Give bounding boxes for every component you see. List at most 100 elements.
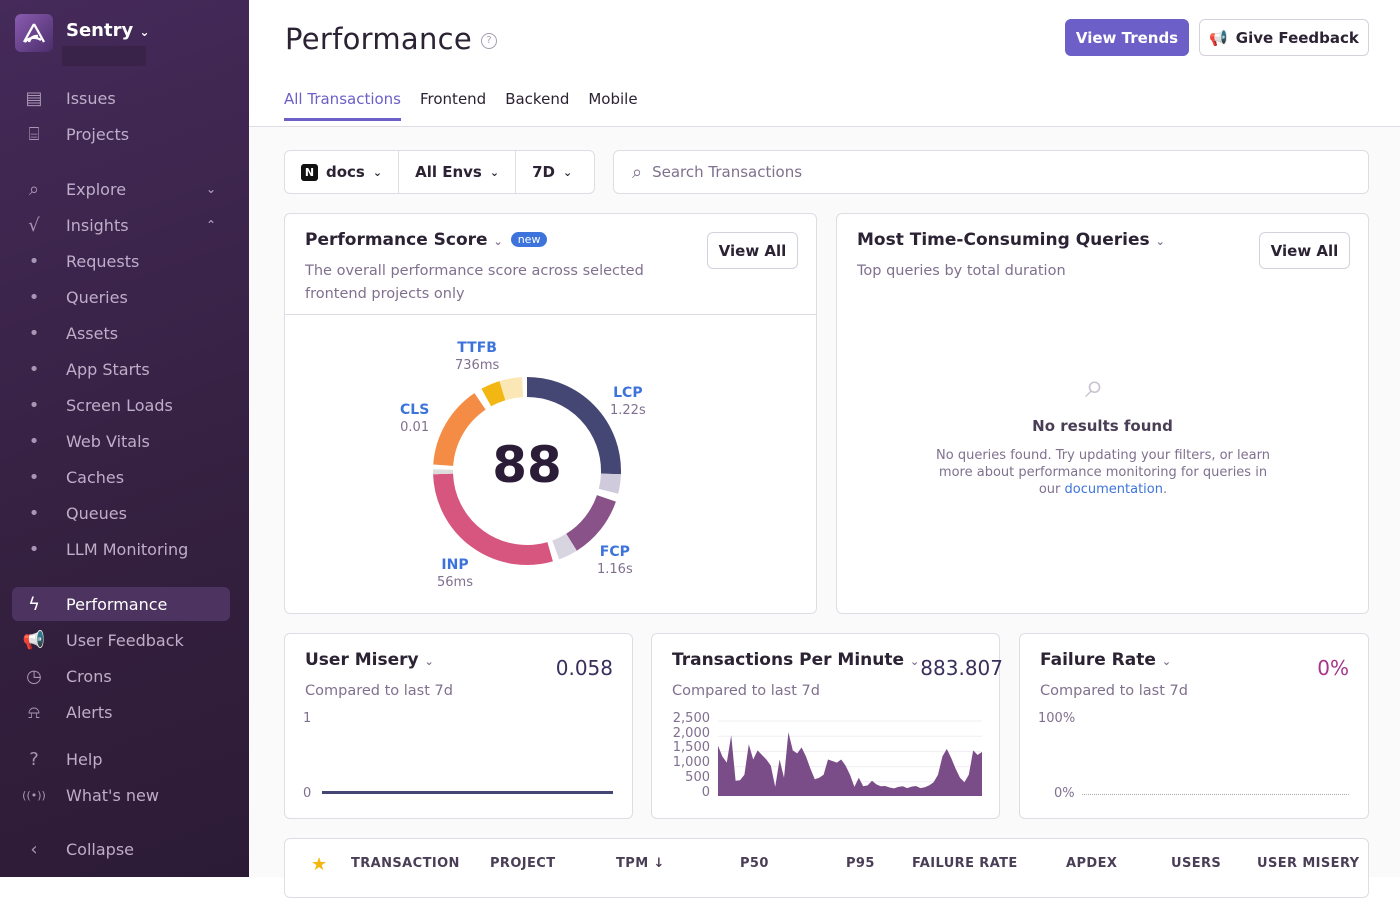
page-title: Performance xyxy=(285,22,472,56)
sidebar-item-alerts[interactable]: ⍾Alerts xyxy=(12,695,230,729)
column-header-failure-rate[interactable]: FAILURE RATE xyxy=(912,856,1018,871)
sidebar-item-web-vitals[interactable]: •Web Vitals xyxy=(12,424,230,458)
sentry-logo[interactable] xyxy=(15,14,53,52)
chevron-down-icon: ⌄ xyxy=(910,655,919,668)
fcp-remainder[interactable] xyxy=(556,542,572,550)
sidebar-item-insights[interactable]: √Insights⌃ xyxy=(12,208,230,242)
sidebar-item-collapse[interactable]: ‹Collapse xyxy=(12,832,230,866)
tpm-chart xyxy=(718,720,982,796)
view-all-button[interactable]: View All xyxy=(1259,232,1350,269)
insights-icon: √ xyxy=(12,215,56,236)
column-header-p95[interactable]: P95 xyxy=(846,856,875,871)
column-label: P50 xyxy=(740,856,769,871)
nextjs-icon: N xyxy=(301,164,318,181)
ttfb-segment[interactable] xyxy=(486,391,502,398)
broadcast-icon: ((•)) xyxy=(12,789,56,802)
sidebar-item-projects[interactable]: ⌸Projects xyxy=(12,117,230,151)
column-header-transaction[interactable]: TRANSACTION xyxy=(351,856,460,871)
sidebar-item-queues[interactable]: •Queues xyxy=(12,496,230,530)
failure-rate-title[interactable]: Failure Rate ⌄ xyxy=(1040,650,1171,670)
sidebar-item-issues[interactable]: ▤Issues xyxy=(12,81,230,115)
column-header-p50[interactable]: P50 xyxy=(740,856,769,871)
sidebar-item-llm-monitoring[interactable]: •LLM Monitoring xyxy=(12,532,230,566)
divider xyxy=(285,314,816,315)
megaphone-icon: 📢 xyxy=(1209,29,1228,47)
tpm-title[interactable]: Transactions Per Minute ⌄ xyxy=(672,650,919,670)
sidebar-item-label: Crons xyxy=(66,667,112,686)
new-badge: new xyxy=(511,232,548,247)
user-misery-title[interactable]: User Misery ⌄ xyxy=(305,650,434,670)
column-label: PROJECT xyxy=(490,856,556,871)
environment-selector[interactable]: All Envs⌄ xyxy=(399,151,516,193)
sidebar-item-requests[interactable]: •Requests xyxy=(12,244,230,278)
view-trends-button[interactable]: View Trends xyxy=(1065,19,1189,56)
column-header-user-misery[interactable]: USER MISERY xyxy=(1257,856,1359,871)
fcp-segment[interactable] xyxy=(572,498,607,542)
sidebar-item-screen-loads[interactable]: •Screen Loads xyxy=(12,388,230,422)
main: Performance ? View Trends 📢 Give Feedback… xyxy=(249,0,1400,877)
tab-mobile[interactable]: Mobile xyxy=(588,90,637,121)
chevron-icon[interactable]: ⌃ xyxy=(206,218,216,232)
compare-label: Compared to last 7d xyxy=(672,680,820,703)
bullet-icon: • xyxy=(12,467,56,488)
queries-title[interactable]: Most Time-Consuming Queries ⌄ xyxy=(857,230,1165,250)
queries-card: Most Time-Consuming Queries ⌄ Top querie… xyxy=(836,213,1369,614)
sidebar-item-crons[interactable]: ◷Crons xyxy=(12,659,230,693)
date-selector[interactable]: 7D⌄ xyxy=(516,151,588,193)
org-switcher[interactable]: Sentry ⌄ xyxy=(66,20,150,41)
period-label: 7D xyxy=(532,163,555,181)
column-header-tpm[interactable]: TPM ↓ xyxy=(616,856,665,871)
sort-desc-icon: ↓ xyxy=(653,856,664,871)
give-feedback-label: Give Feedback xyxy=(1236,29,1359,47)
siren-icon: ⍾ xyxy=(12,702,56,723)
sidebar-item-what-s-new[interactable]: ((•))What's new xyxy=(12,778,230,812)
empty-search-icon: ⌕ xyxy=(1085,366,1104,406)
tab-frontend[interactable]: Frontend xyxy=(420,90,486,121)
perf-score-title[interactable]: Performance Score ⌄new xyxy=(305,230,547,250)
org-subtitle-redacted xyxy=(62,46,146,66)
metric-name: TTFB xyxy=(457,340,497,356)
documentation-link[interactable]: documentation xyxy=(1065,482,1163,497)
sidebar-item-help[interactable]: ? Help xyxy=(12,742,230,776)
column-header-users[interactable]: USERS xyxy=(1171,856,1221,871)
search-input[interactable]: ⌕Search Transactions xyxy=(613,150,1369,194)
help-icon[interactable]: ? xyxy=(481,33,497,49)
bullet-icon: • xyxy=(12,323,56,344)
y-tick: 1,000 xyxy=(658,756,710,771)
tab-backend[interactable]: Backend xyxy=(505,90,569,121)
give-feedback-button[interactable]: 📢 Give Feedback xyxy=(1199,19,1369,56)
column-header-apdex[interactable]: APDEX xyxy=(1066,856,1117,871)
chevron-icon[interactable]: ⌄ xyxy=(206,182,216,196)
sidebar-item-queries[interactable]: •Queries xyxy=(12,280,230,314)
sidebar-item-assets[interactable]: •Assets xyxy=(12,316,230,350)
tab-all-transactions[interactable]: All Transactions xyxy=(284,90,401,121)
question-icon: ? xyxy=(12,749,56,770)
ttfb-remainder[interactable] xyxy=(502,387,522,391)
metric-name: INP xyxy=(441,557,468,573)
column-label: USER MISERY xyxy=(1257,856,1359,871)
column-header-project[interactable]: PROJECT xyxy=(490,856,556,871)
sidebar-item-app-starts[interactable]: •App Starts xyxy=(12,352,230,386)
perf-score-title-text: Performance Score xyxy=(305,230,488,250)
sidebar-item-label: Help xyxy=(66,750,102,769)
sidebar-item-caches[interactable]: • Caches xyxy=(12,460,230,494)
star-icon[interactable]: ★ xyxy=(311,854,327,875)
sidebar-item-label: Queries xyxy=(66,288,128,307)
sidebar-item-user-feedback[interactable]: 📢User Feedback xyxy=(12,623,230,657)
y-tick: 0 xyxy=(303,787,311,802)
failure-rate-line xyxy=(1082,794,1349,795)
queries-subtitle: Top queries by total duration xyxy=(857,260,1066,283)
sidebar-item-explore[interactable]: ⌕Explore⌄ xyxy=(12,172,230,206)
sidebar-item-label: Caches xyxy=(66,468,124,487)
view-all-button[interactable]: View All xyxy=(707,232,798,269)
bullet-icon: • xyxy=(12,539,56,560)
project-label: docs xyxy=(326,163,365,181)
